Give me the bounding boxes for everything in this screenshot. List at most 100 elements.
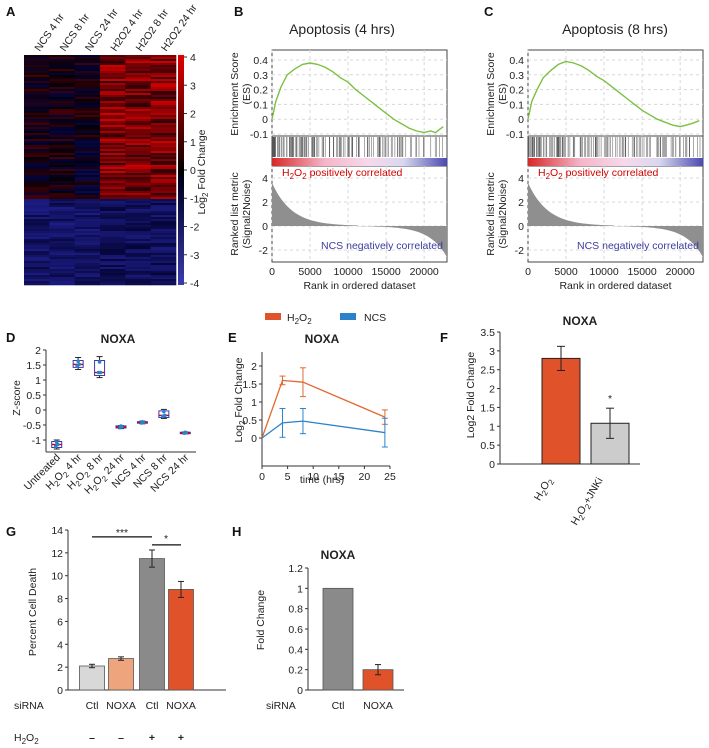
heatmap-cell <box>24 283 50 286</box>
heatmap-cell <box>100 111 126 114</box>
heatmap-cell <box>150 219 177 222</box>
heatmap-cell <box>100 181 126 184</box>
heatmap-cell <box>125 181 151 184</box>
heatmap-cell <box>100 237 126 240</box>
heatmap-cell <box>24 171 50 174</box>
sirna-value: NOXA <box>363 700 393 712</box>
heatmap-cell <box>74 283 101 286</box>
line-y-tick: 0 <box>251 433 257 445</box>
heatmap-cell <box>100 85 126 88</box>
heatmap-cell <box>125 265 151 268</box>
gsea-x-tick: 10000 <box>589 266 618 278</box>
heatmap-cell <box>150 269 177 272</box>
heatmap-cell <box>49 217 75 220</box>
heatmap-cell <box>100 245 126 248</box>
heatmap-cell <box>100 141 126 144</box>
heatmap-cell <box>100 135 126 138</box>
heatmap-cell <box>125 131 151 134</box>
heatmap-cell <box>125 241 151 244</box>
heatmap-cell <box>125 159 151 162</box>
heatmap-cell <box>49 189 75 192</box>
heatmap-cell <box>125 253 151 256</box>
heatmap-cell <box>100 281 126 284</box>
heatmap-cell <box>125 63 151 66</box>
heatmap-cell <box>74 229 101 232</box>
heatmap-cell <box>24 235 50 238</box>
heatmap-cell <box>49 237 75 240</box>
gsea-rank-ylabel-sub: (Signal2Noise) <box>241 180 253 249</box>
heatmap-cell <box>74 135 101 138</box>
heatmap-cell <box>150 123 177 126</box>
heatmap-cell <box>24 203 50 206</box>
gsea-xlabel: Rank in ordered dataset <box>559 280 671 292</box>
heatmap-cell <box>150 125 177 128</box>
heatmap-cell <box>125 67 151 70</box>
bar-y-tick: 0.5 <box>480 440 495 452</box>
heatmap-cell <box>49 181 75 184</box>
gsea-rank-area <box>272 182 447 258</box>
heatmap-cell <box>74 159 101 162</box>
heatmap-cell <box>74 197 101 200</box>
bar-ylabel-h: Fold Change <box>255 590 267 650</box>
legend-label-ncs: NCS <box>364 312 386 324</box>
heatmap-cell <box>74 65 101 68</box>
heatmap-cell <box>74 213 101 216</box>
panel-label-h: H <box>232 524 241 539</box>
heatmap-cell <box>125 281 151 284</box>
heatmap-cell <box>74 113 101 116</box>
heatmap-cell <box>74 125 101 128</box>
heatmap-cell <box>150 131 177 134</box>
heatmap-cell <box>100 267 126 270</box>
heatmap-cell <box>150 99 177 102</box>
heatmap-cell <box>49 151 75 154</box>
heatmap-cell <box>125 59 151 62</box>
heatmap-cell <box>125 279 151 282</box>
heatmap-cell <box>24 139 50 142</box>
heatmap-cell <box>49 125 75 128</box>
line-xlabel-e: time (hrs) <box>300 474 344 486</box>
heatmap-cell <box>150 277 177 280</box>
heatmap-cell <box>74 251 101 254</box>
heatmap-cell <box>125 147 151 150</box>
heatmap-cell <box>125 179 151 182</box>
gsea-es-tick: 0 <box>262 114 268 126</box>
heatmap-cell <box>100 159 126 162</box>
heatmap-cell <box>74 199 101 202</box>
heatmap-cell <box>49 55 75 58</box>
heatmap-cell <box>100 165 126 168</box>
heatmap-cell <box>74 103 101 106</box>
heatmap-cell <box>74 153 101 156</box>
gsea-rank-tick: 2 <box>518 197 524 209</box>
heatmap-cell <box>100 265 126 268</box>
heatmap-cell <box>74 225 101 228</box>
heatmap-cell <box>24 99 50 102</box>
heatmap-cell <box>100 233 126 236</box>
heatmap-cell <box>74 155 101 158</box>
heatmap-cell <box>150 85 177 88</box>
heatmap-cell <box>150 169 177 172</box>
heatmap-cell <box>150 67 177 70</box>
heatmap-cell <box>100 251 126 254</box>
heatmap-cell <box>74 219 101 222</box>
bar-ylabel-g: Percent Cell Death <box>27 568 39 656</box>
heatmap-cell <box>100 231 126 234</box>
colorbar-tick-label: -1 <box>190 193 199 205</box>
heatmap-cell <box>74 245 101 248</box>
heatmap-cell <box>74 163 101 166</box>
heatmap-cell <box>74 69 101 72</box>
heatmap-cell <box>150 63 177 66</box>
heatmap-cell <box>100 101 126 104</box>
heatmap-cell <box>100 203 126 206</box>
heatmap-cell <box>150 177 177 180</box>
heatmap-cell <box>74 67 101 70</box>
heatmap-cell <box>125 75 151 78</box>
heatmap-cell <box>49 121 75 124</box>
heatmap-cell <box>150 249 177 252</box>
gsea-x-tick: 20000 <box>666 266 695 278</box>
heatmap-cell <box>74 171 101 174</box>
bar <box>541 357 581 465</box>
heatmap-cell <box>125 87 151 90</box>
gsea-x-tick: 0 <box>525 266 531 278</box>
heatmap-cell <box>24 227 50 230</box>
